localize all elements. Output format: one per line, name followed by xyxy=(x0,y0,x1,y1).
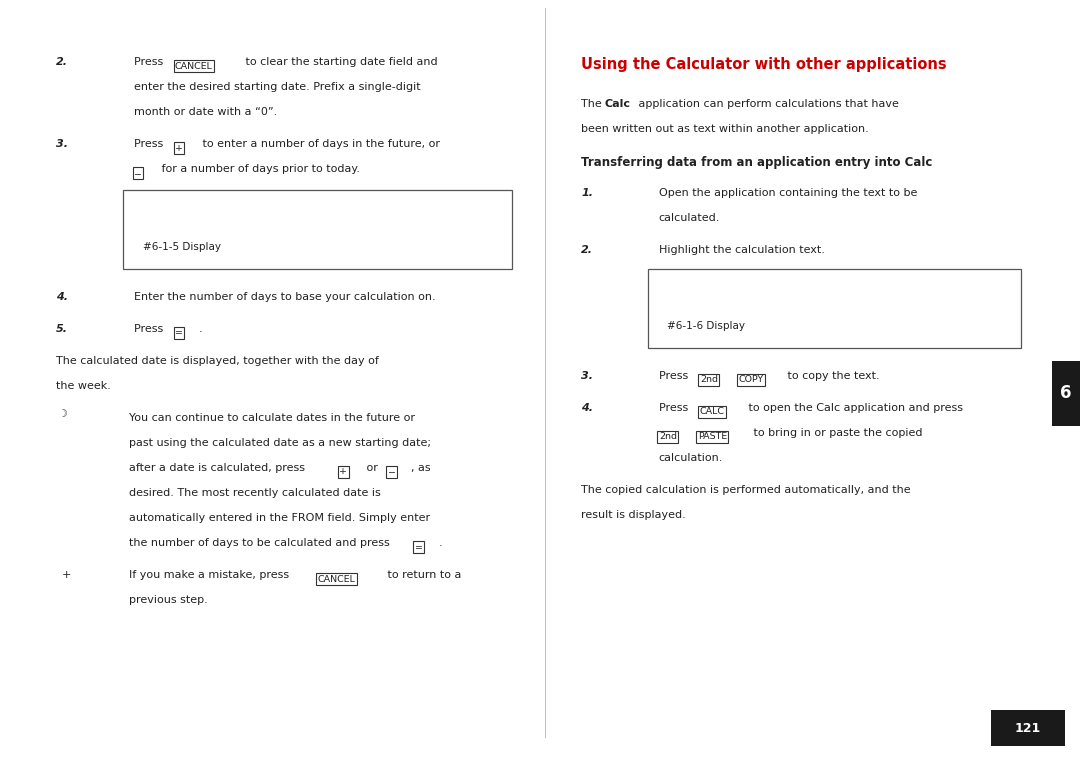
Text: CANCEL: CANCEL xyxy=(175,62,213,71)
Text: to bring in or paste the copied: to bring in or paste the copied xyxy=(750,428,922,438)
Text: calculated.: calculated. xyxy=(659,213,720,223)
Text: PASTE: PASTE xyxy=(698,432,727,442)
Text: Press: Press xyxy=(659,403,691,413)
Text: Transferring data from an application entry into Calc: Transferring data from an application en… xyxy=(581,156,932,169)
Text: #6-1-5 Display: #6-1-5 Display xyxy=(143,242,220,252)
Text: after a date is calculated, press: after a date is calculated, press xyxy=(129,463,308,473)
Text: past using the calculated date as a new starting date;: past using the calculated date as a new … xyxy=(129,438,431,448)
Text: 6: 6 xyxy=(1061,385,1071,402)
Text: 121: 121 xyxy=(1015,721,1041,735)
Text: 2nd: 2nd xyxy=(659,432,677,442)
Text: Press: Press xyxy=(659,371,691,381)
Text: Press: Press xyxy=(134,139,166,149)
Text: =: = xyxy=(175,328,183,337)
Text: to clear the starting date field and: to clear the starting date field and xyxy=(242,57,437,67)
Text: Open the application containing the text to be: Open the application containing the text… xyxy=(659,188,917,198)
Text: the week.: the week. xyxy=(56,381,111,391)
Text: +: + xyxy=(175,144,183,153)
Text: You can continue to calculate dates in the future or: You can continue to calculate dates in t… xyxy=(129,413,415,423)
Text: , as: , as xyxy=(411,463,431,473)
Text: to open the Calc application and press: to open the Calc application and press xyxy=(745,403,963,413)
Text: result is displayed.: result is displayed. xyxy=(581,510,686,520)
Text: previous step.: previous step. xyxy=(129,595,207,605)
Text: −: − xyxy=(134,169,141,178)
Text: or: or xyxy=(363,463,381,473)
Text: The calculated date is displayed, together with the day of: The calculated date is displayed, togeth… xyxy=(56,356,379,366)
Text: .: . xyxy=(438,538,442,548)
Text: desired. The most recently calculated date is: desired. The most recently calculated da… xyxy=(129,488,380,498)
Text: Using the Calculator with other applications: Using the Calculator with other applicat… xyxy=(581,57,947,72)
Text: 5.: 5. xyxy=(56,324,68,334)
Text: COPY: COPY xyxy=(739,375,764,385)
Text: .: . xyxy=(199,324,202,334)
Text: Highlight the calculation text.: Highlight the calculation text. xyxy=(659,245,825,255)
Text: +: + xyxy=(339,467,347,477)
Text: +: + xyxy=(62,570,71,580)
Text: 2nd: 2nd xyxy=(700,375,718,385)
Text: 4.: 4. xyxy=(56,292,68,302)
Text: Press: Press xyxy=(134,324,166,334)
Text: 3.: 3. xyxy=(581,371,593,381)
FancyBboxPatch shape xyxy=(123,190,512,270)
Text: been written out as text within another application.: been written out as text within another … xyxy=(581,124,868,134)
Text: Press: Press xyxy=(134,57,166,67)
FancyBboxPatch shape xyxy=(648,269,1021,349)
Text: If you make a mistake, press: If you make a mistake, press xyxy=(129,570,293,580)
Text: the number of days to be calculated and press: the number of days to be calculated and … xyxy=(129,538,393,548)
Text: application can perform calculations that have: application can perform calculations tha… xyxy=(635,99,899,109)
Text: 2.: 2. xyxy=(56,57,68,67)
Text: enter the desired starting date. Prefix a single-digit: enter the desired starting date. Prefix … xyxy=(134,82,420,92)
Text: calculation.: calculation. xyxy=(659,453,724,463)
Text: The copied calculation is performed automatically, and the: The copied calculation is performed auto… xyxy=(581,485,910,495)
Text: ☽: ☽ xyxy=(58,409,68,419)
Text: month or date with a “0”.: month or date with a “0”. xyxy=(134,107,278,117)
Text: Enter the number of days to base your calculation on.: Enter the number of days to base your ca… xyxy=(134,292,435,302)
Text: to enter a number of days in the future, or: to enter a number of days in the future,… xyxy=(199,139,440,149)
Text: #6-1-6 Display: #6-1-6 Display xyxy=(667,321,745,331)
Text: 3.: 3. xyxy=(56,139,68,149)
FancyBboxPatch shape xyxy=(991,710,1065,746)
Text: CANCEL: CANCEL xyxy=(318,575,355,584)
Text: The: The xyxy=(581,99,605,109)
FancyBboxPatch shape xyxy=(1052,361,1080,426)
Text: CALC: CALC xyxy=(700,407,725,416)
Text: 4.: 4. xyxy=(581,403,593,413)
Text: =: = xyxy=(415,543,422,552)
Text: to return to a: to return to a xyxy=(384,570,462,580)
Text: for a number of days prior to today.: for a number of days prior to today. xyxy=(158,164,360,174)
Text: Calc: Calc xyxy=(605,99,631,109)
Text: automatically entered in the FROM field. Simply enter: automatically entered in the FROM field.… xyxy=(129,513,430,523)
Text: to copy the text.: to copy the text. xyxy=(784,371,880,381)
Text: 2.: 2. xyxy=(581,245,593,255)
Text: −: − xyxy=(388,467,395,477)
Text: 1.: 1. xyxy=(581,188,593,198)
